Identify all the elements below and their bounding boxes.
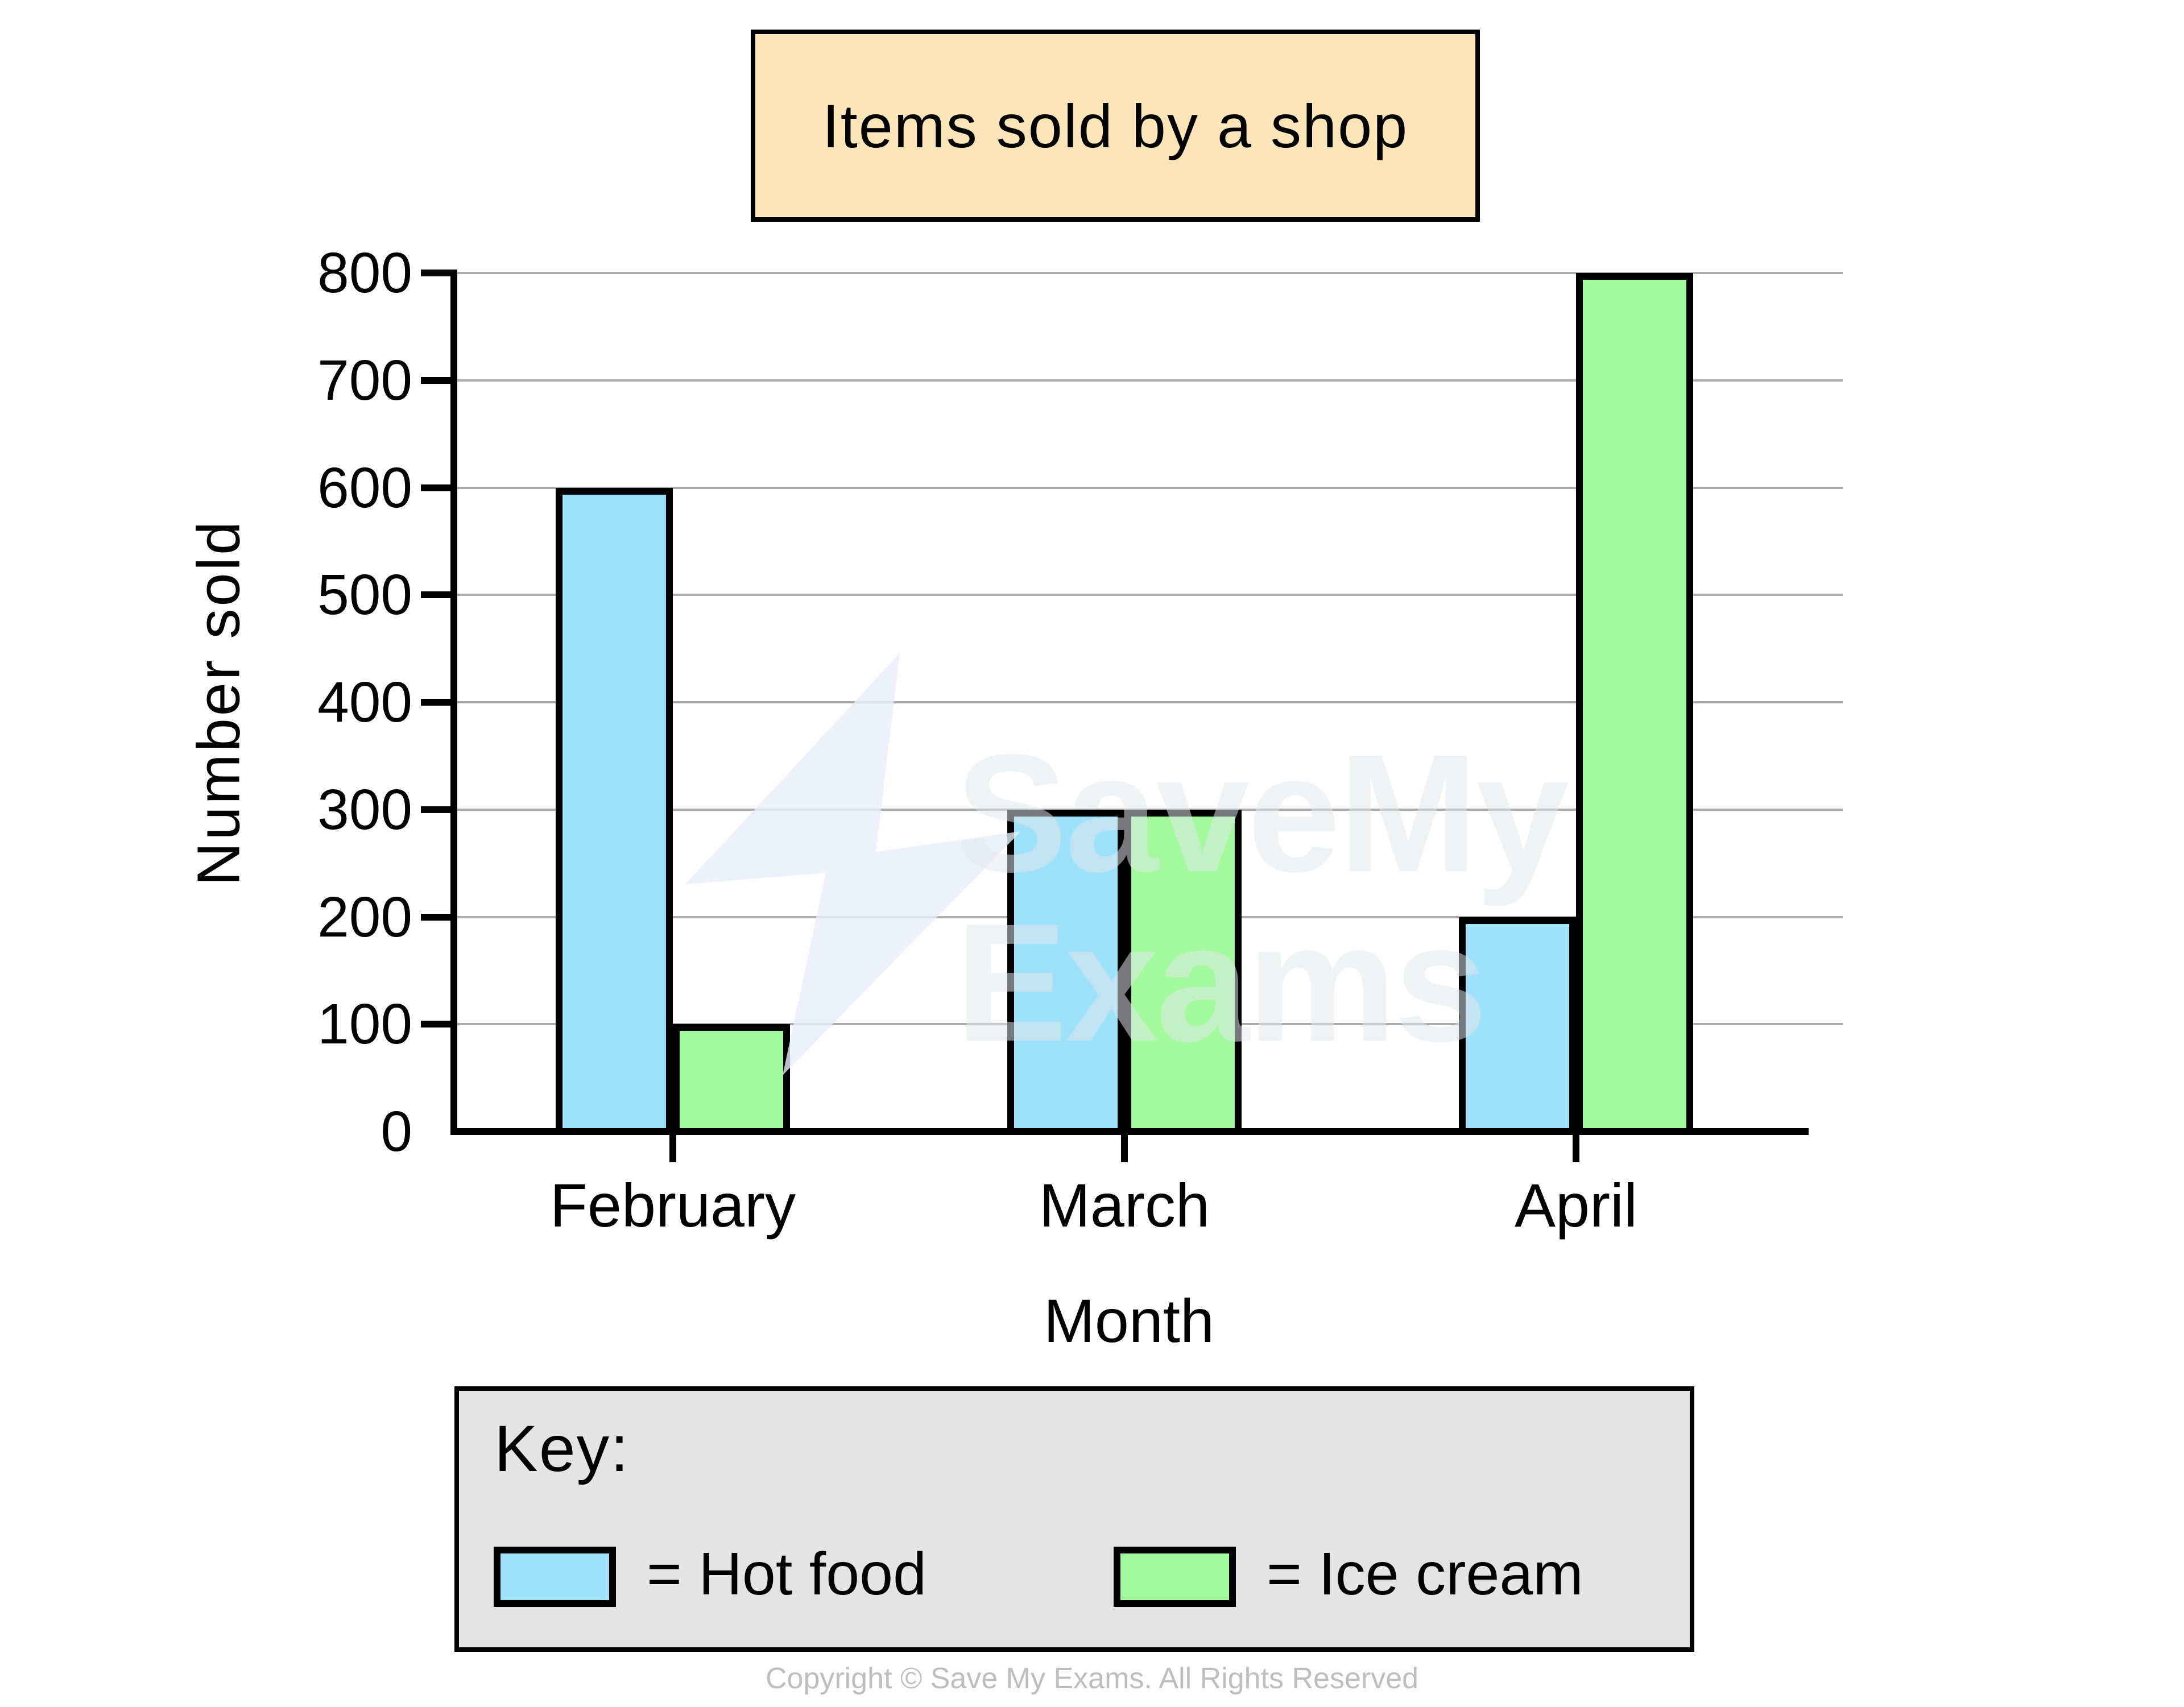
ice-cream-legend-label: = Ice cream <box>1267 1540 1583 1607</box>
gridline <box>457 272 1843 274</box>
x-axis-tick-label: April <box>1514 1171 1638 1240</box>
ice-cream-swatch <box>1114 1547 1236 1607</box>
gridline <box>457 379 1843 382</box>
y-axis-tick-label: 700 <box>317 348 412 412</box>
x-axis-tick-label: March <box>1039 1171 1210 1240</box>
gridline <box>457 701 1843 703</box>
chart-title-box: Items sold by a shop <box>751 30 1480 222</box>
y-axis-tick <box>421 699 457 706</box>
y-axis-tick <box>421 270 457 276</box>
y-axis-tick <box>421 484 457 491</box>
copyright-text: Copyright © Save My Exams. All Rights Re… <box>765 1662 1419 1695</box>
bar-ice-cream-february <box>673 1024 790 1135</box>
y-axis-tick <box>421 591 457 599</box>
legend-key-box: Key: = Hot food = Ice cream <box>454 1386 1694 1652</box>
x-axis-title: Month <box>1043 1286 1215 1355</box>
y-axis-tick-label: 200 <box>317 885 412 949</box>
chart-title: Items sold by a shop <box>822 91 1409 160</box>
x-axis-tick <box>669 1135 676 1162</box>
y-axis-tick-label: 800 <box>317 241 412 305</box>
y-axis-tick-label: 0 <box>380 1100 412 1163</box>
y-axis-tick <box>421 913 457 921</box>
bar-hot-food-february <box>556 487 673 1135</box>
y-axis-tick-label: 400 <box>317 670 412 734</box>
bar-hot-food-april <box>1459 917 1576 1135</box>
y-axis-tick <box>421 806 457 813</box>
bar-ice-cream-april <box>1576 273 1693 1135</box>
x-axis-tick <box>1121 1135 1128 1162</box>
x-axis-tick-label: February <box>549 1171 796 1240</box>
x-axis-line <box>450 1128 1809 1135</box>
y-axis-tick-label: 600 <box>317 455 412 520</box>
hot-food-swatch <box>494 1547 616 1607</box>
y-axis-tick <box>421 376 457 384</box>
bar-ice-cream-march <box>1124 809 1242 1135</box>
bar-hot-food-march <box>1007 809 1124 1135</box>
hot-food-legend-label: = Hot food <box>647 1540 927 1607</box>
legend-heading: Key: <box>494 1412 630 1485</box>
gridline <box>457 594 1843 596</box>
y-axis-tick-label: 300 <box>317 777 412 842</box>
y-axis-tick-label: 100 <box>317 992 412 1056</box>
y-axis-tick <box>421 1021 457 1028</box>
gridline <box>457 486 1843 489</box>
y-axis-tick-label: 500 <box>317 563 412 627</box>
x-axis-tick <box>1573 1135 1579 1162</box>
